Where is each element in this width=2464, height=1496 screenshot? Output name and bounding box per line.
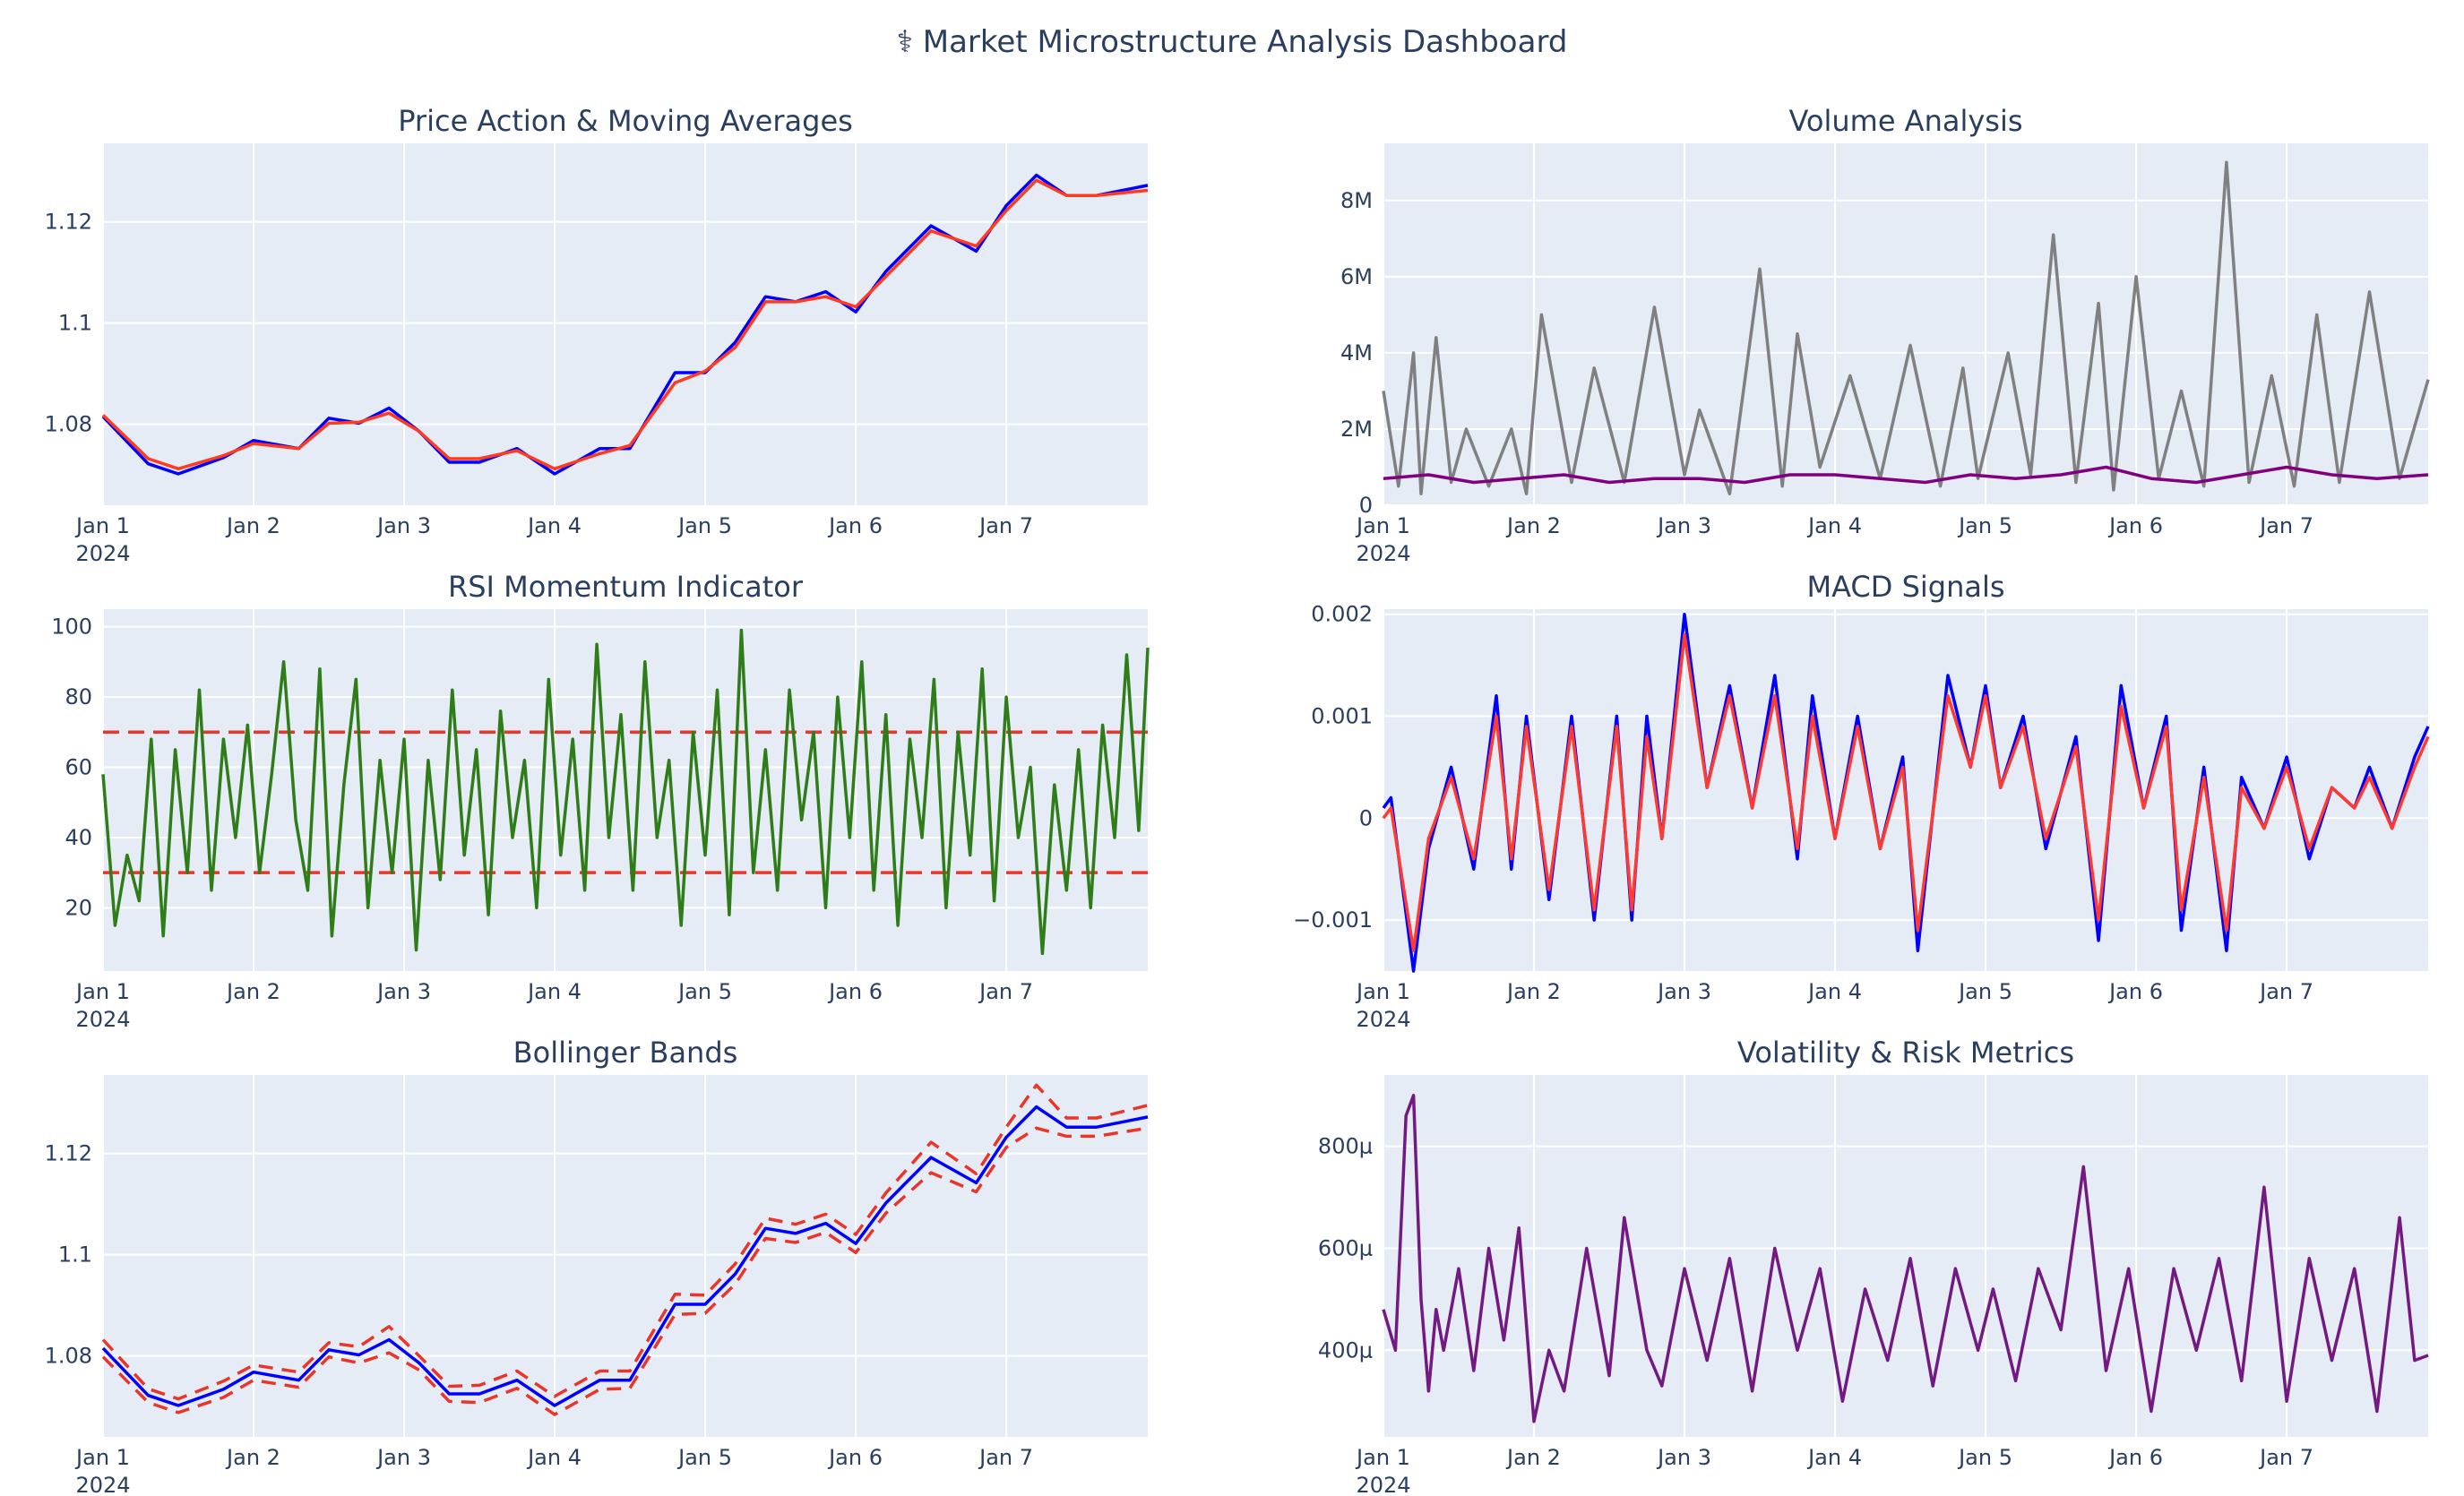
x-tick-label: Jan 4	[1806, 1445, 1862, 1470]
x-tick-label: Jan 6	[827, 1445, 883, 1470]
series-line-band	[101, 1126, 1149, 1416]
x-tick-label: Jan 2	[225, 979, 280, 1004]
x-tick-label: Jan 7	[978, 1445, 1033, 1470]
x-year-label: 2024	[1356, 1007, 1410, 1032]
x-tick-label: Jan 3	[375, 513, 431, 538]
panel-rsi: RSI Momentum Indicator Jan 1 Jan 2 Jan 3 Jan…	[51, 570, 1150, 1032]
x-tick-label: Jan 3	[1656, 513, 1711, 538]
x-tick-label: Jan 5	[676, 513, 732, 538]
y-tick-label: 40	[65, 825, 92, 850]
y-tick-label: 6M	[1340, 264, 1373, 289]
plot-area	[1383, 143, 2428, 505]
panel-volatility: Volatility & Risk Metrics Jan 1 Jan 2 Jan 3…	[1318, 1036, 2429, 1496]
x-tick-label: Jan 1	[74, 979, 130, 1004]
series-line-price	[101, 1105, 1149, 1407]
y-tick-label: 1.1	[58, 311, 92, 336]
x-tick-label: Jan 4	[1806, 513, 1862, 538]
x-tick-label: Jan 6	[827, 513, 883, 538]
x-tick-label: Jan 7	[978, 513, 1033, 538]
panel-bollinger: Bollinger Bands Jan 1 Jan 2 Jan 3 Jan 4 Jan 5…	[45, 1036, 1149, 1496]
series-line-rsi	[101, 628, 1150, 956]
chart-title: Volume Analysis	[1788, 104, 2022, 138]
y-tick-label: 20	[65, 895, 92, 920]
x-tick-label: Jan 1	[1355, 979, 1410, 1004]
series-line-volume_ma	[1383, 465, 2429, 485]
x-year-label: 2024	[75, 541, 130, 566]
x-tick-label: Jan 7	[2258, 979, 2313, 1004]
x-tick-label: Jan 5	[676, 1445, 732, 1470]
x-year-label: 2024	[75, 1007, 130, 1032]
y-tick-label: 1.12	[45, 1141, 92, 1166]
x-tick-label: Jan 3	[1656, 1445, 1711, 1470]
y-tick-label: 0.002	[1311, 602, 1373, 627]
y-tick-label: 100	[51, 615, 92, 640]
x-tick-label: Jan 2	[1505, 513, 1561, 538]
y-tick-label: 0.001	[1311, 703, 1373, 728]
y-tick-label: 600μ	[1318, 1235, 1373, 1260]
x-tick-label: Jan 1	[74, 513, 130, 538]
x-tick-label: Jan 3	[375, 979, 431, 1004]
x-tick-label: Jan 5	[676, 979, 732, 1004]
series-line-volatility	[1382, 1094, 2429, 1423]
series-line-moving_average	[101, 178, 1149, 471]
x-tick-label: Jan 5	[1957, 1445, 2012, 1470]
x-tick-label: Jan 2	[1505, 1445, 1561, 1470]
y-tick-label: 400μ	[1318, 1337, 1373, 1363]
x-tick-label: Jan 1	[1355, 1445, 1410, 1470]
y-tick-label: 0	[1359, 493, 1373, 518]
chart-title: MACD Signals	[1806, 570, 2004, 604]
x-tick-label: Jan 1	[74, 1445, 130, 1470]
chart-title: Bollinger Bands	[513, 1036, 738, 1070]
panel-macd: MACD Signals Jan 1 Jan 2 Jan 3 Jan 4 Jan 5 Jan…	[1293, 570, 2430, 1032]
panel-price: Price Action & Moving Averages Jan 1 Jan 2…	[45, 104, 1149, 566]
y-tick-label: 1.08	[45, 412, 92, 437]
x-tick-label: Jan 3	[1656, 979, 1711, 1004]
x-year-label: 2024	[75, 1473, 130, 1496]
x-tick-label: Jan 7	[2258, 513, 2313, 538]
y-tick-label: −0.001	[1293, 907, 1373, 933]
y-tick-label: 60	[65, 755, 92, 780]
x-tick-label: Jan 2	[1505, 979, 1561, 1004]
x-tick-label: Jan 3	[375, 1445, 431, 1470]
x-tick-label: Jan 7	[978, 979, 1033, 1004]
x-tick-label: Jan 4	[1806, 979, 1862, 1004]
x-tick-label: Jan 4	[526, 513, 582, 538]
y-tick-label: 2M	[1340, 417, 1373, 442]
chart-title: RSI Momentum Indicator	[448, 570, 804, 604]
y-tick-label: 1.08	[45, 1344, 92, 1369]
x-tick-label: Jan 6	[827, 979, 883, 1004]
x-tick-label: Jan 6	[2107, 1445, 2163, 1470]
x-year-label: 2024	[1356, 541, 1410, 566]
y-tick-label: 4M	[1340, 340, 1373, 365]
plot-area	[103, 143, 1148, 505]
x-tick-label: Jan 6	[2107, 979, 2163, 1004]
y-tick-label: 1.1	[58, 1242, 92, 1268]
x-tick-label: Jan 1	[1355, 513, 1410, 538]
x-tick-label: Jan 2	[225, 513, 280, 538]
chart-title: Price Action & Moving Averages	[398, 104, 853, 138]
x-tick-label: Jan 2	[225, 1445, 280, 1470]
chart-title: Volatility & Risk Metrics	[1737, 1036, 2074, 1070]
y-tick-label: 0	[1359, 805, 1373, 830]
x-tick-label: Jan 4	[526, 1445, 582, 1470]
plot-area	[103, 1075, 1148, 1437]
x-tick-label: Jan 7	[2258, 1445, 2313, 1470]
x-tick-label: Jan 6	[2107, 513, 2163, 538]
panel-volume: Volume Analysis Jan 1 Jan 2 Jan 3 Jan 4 Jan 5…	[1340, 104, 2430, 566]
y-tick-label: 80	[65, 684, 92, 709]
series-line-signal	[1382, 632, 2430, 952]
y-tick-label: 800μ	[1318, 1134, 1373, 1159]
dashboard-title: ⚕ Market Microstructure Analysis Dashboa…	[897, 24, 1568, 60]
x-tick-label: Jan 4	[526, 979, 582, 1004]
y-tick-label: 8M	[1340, 188, 1373, 213]
series-line-band	[101, 1083, 1149, 1401]
x-year-label: 2024	[1356, 1473, 1410, 1496]
y-tick-label: 1.12	[45, 210, 92, 235]
x-tick-label: Jan 5	[1957, 979, 2012, 1004]
x-tick-label: Jan 5	[1957, 513, 2012, 538]
